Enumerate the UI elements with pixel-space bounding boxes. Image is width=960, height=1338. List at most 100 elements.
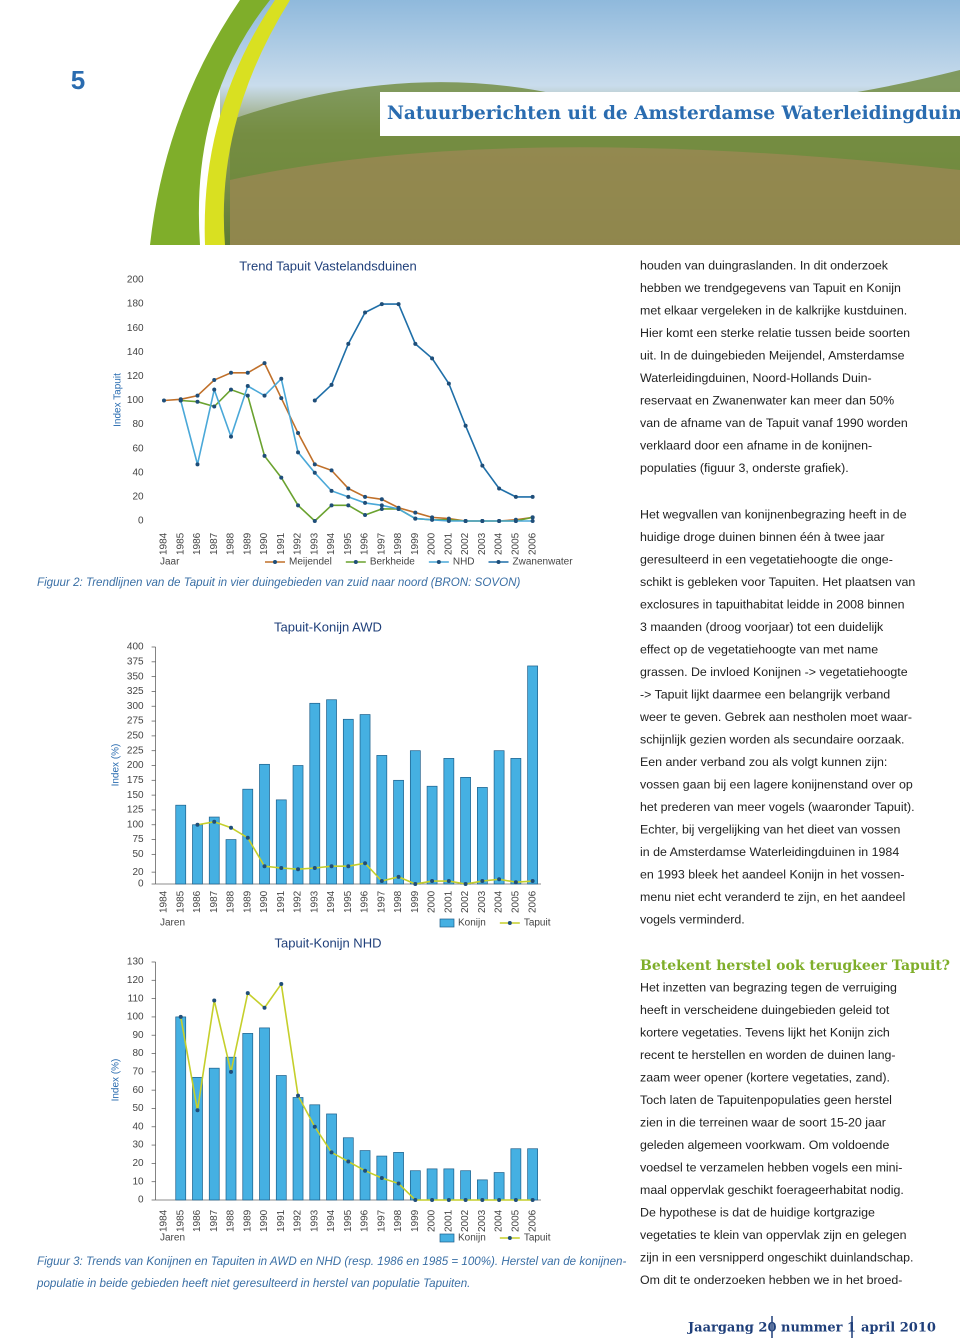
y-axis-label: Index (%) <box>111 1059 122 1102</box>
chart-title: Tapuit-Konijn AWD <box>274 619 382 634</box>
bar <box>443 1168 455 1201</box>
x-tick-label: 1991 <box>276 890 287 913</box>
x-tick-label: 1999 <box>410 1209 421 1232</box>
y-tick-label: 325 <box>127 686 144 697</box>
x-tick-label: 1997 <box>376 1209 387 1232</box>
x-tick-label: 1986 <box>192 890 203 913</box>
data-point <box>296 431 301 436</box>
y-tick-label: 175 <box>127 775 144 786</box>
data-point <box>312 866 317 871</box>
legend-dot <box>273 560 277 564</box>
bar <box>225 839 237 885</box>
data-point <box>480 879 485 884</box>
legend-dot <box>436 560 441 564</box>
x-tick-label: 2005 <box>511 1209 522 1232</box>
data-point <box>195 822 200 827</box>
bar <box>359 1150 371 1201</box>
yellow-swoosh <box>204 0 290 245</box>
x-tick-label: 1985 <box>175 532 186 555</box>
x-tick-label: 2001 <box>443 890 454 913</box>
data-point <box>497 519 502 523</box>
x-tick-label: 1990 <box>259 1209 270 1232</box>
y-tick-label: 75 <box>132 834 144 845</box>
data-point <box>379 506 384 511</box>
data-point <box>279 396 284 401</box>
x-tick-label: 2002 <box>460 890 471 913</box>
data-point <box>513 1198 518 1202</box>
data-point <box>296 867 301 872</box>
data-point <box>229 387 234 392</box>
data-point <box>480 519 485 523</box>
y-tick-label: 375 <box>127 656 144 667</box>
page-number: 5 <box>71 65 85 95</box>
data-point <box>296 1093 301 1098</box>
section-heading: Betekent herstel ook terugkeer Tapuit? <box>640 958 950 974</box>
data-point <box>530 515 535 520</box>
data-point <box>178 398 183 403</box>
body-text: exclosures in tapuithabitat leidde in 20… <box>640 597 905 611</box>
y-tick-label: 20 <box>132 867 144 878</box>
bar <box>292 1097 304 1201</box>
body-text: vossen gaan bij een lagere konijnenstand… <box>640 777 913 791</box>
data-point <box>430 517 435 522</box>
body-text: menu niet echt veranderd te zijn, en het… <box>640 890 905 904</box>
data-point <box>396 302 401 307</box>
x-tick-label: 2006 <box>527 532 538 555</box>
data-point <box>346 486 351 491</box>
body-text: Om dit te onderzoeken hebben we in het b… <box>640 1273 902 1287</box>
x-tick-label: 1992 <box>293 890 304 913</box>
y-tick-label: 90 <box>132 1030 144 1041</box>
body-text: geleden algemeen voorkwam. Om voldoende <box>640 1138 889 1152</box>
body-text: Toch laten de Tapuitenpopulaties geen he… <box>640 1093 892 1107</box>
data-point <box>463 882 468 886</box>
x-tick-label: 1990 <box>259 890 270 913</box>
data-point <box>329 468 334 473</box>
data-point <box>413 882 418 886</box>
y-tick-label: 20 <box>132 1158 144 1169</box>
x-tick-label: 1994 <box>326 532 337 555</box>
x-tick-label: 1984 <box>159 890 170 913</box>
caption: populatie in beide gebieden heeft niet g… <box>36 1277 470 1290</box>
x-axis-label: Jaren <box>160 918 185 929</box>
data-point <box>413 1198 418 1202</box>
x-tick-label: 1991 <box>276 1209 287 1232</box>
body-text: met elkaar vergeleken in de kalkrijke ku… <box>640 303 907 317</box>
bar <box>477 1179 488 1201</box>
data-point <box>279 376 284 381</box>
x-tick-label: 2000 <box>427 890 438 913</box>
data-point <box>497 877 502 882</box>
body-text: De hypothese is dat de huidige kortgrazi… <box>640 1205 875 1219</box>
body-text: reservaat en Zwanenwater kan meer dan 50… <box>640 393 894 407</box>
bar <box>359 714 371 885</box>
y-tick-label: 250 <box>127 731 144 742</box>
body-text: van de afname van de Tapuit vanaf 1990 w… <box>640 416 908 430</box>
body-text: hebben we trendgegevens van Tapuit en Ko… <box>640 281 901 295</box>
body-text: vegetaties te klein van oppervlak zijn e… <box>640 1228 907 1242</box>
data-point <box>212 819 217 824</box>
data-point <box>229 1069 234 1074</box>
y-tick-label: 100 <box>127 819 144 830</box>
bar <box>342 718 354 885</box>
x-tick-label: 1999 <box>410 532 421 555</box>
x-tick-label: 1998 <box>393 532 404 555</box>
body-text: schikt is gebleken voor Tapuiten. Het pl… <box>640 575 915 589</box>
data-point <box>329 382 334 387</box>
body-text: vogels verminderd. <box>640 912 745 926</box>
body-text: zaam weer opener (kortere vegetaties, za… <box>640 1070 890 1084</box>
y-tick-label: 80 <box>132 419 144 430</box>
legend-label: Berkheide <box>370 557 415 568</box>
data-point <box>446 381 451 386</box>
bar <box>493 1172 505 1201</box>
x-tick-label: 1995 <box>343 890 354 913</box>
data-point <box>396 1181 401 1186</box>
data-point <box>312 519 317 523</box>
bar <box>460 1170 471 1201</box>
data-point <box>363 310 368 315</box>
data-point <box>296 450 301 455</box>
x-tick-label: 1997 <box>376 890 387 913</box>
body-text: 3 maanden (droog voorjaar) tot een duide… <box>640 620 884 634</box>
bar <box>510 758 522 885</box>
x-tick-label: 2001 <box>443 1209 454 1232</box>
y-tick-label: 275 <box>127 716 144 727</box>
y-tick-label: 0 <box>138 879 144 890</box>
